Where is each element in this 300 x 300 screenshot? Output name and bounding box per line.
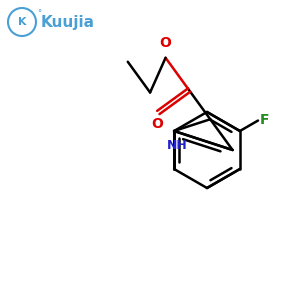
- Text: °: °: [37, 9, 41, 18]
- Text: Kuujia: Kuujia: [41, 14, 95, 29]
- Text: F: F: [260, 112, 269, 127]
- Text: O: O: [160, 36, 172, 50]
- Text: NH: NH: [167, 139, 188, 152]
- Text: K: K: [18, 17, 26, 27]
- Text: O: O: [151, 117, 163, 131]
